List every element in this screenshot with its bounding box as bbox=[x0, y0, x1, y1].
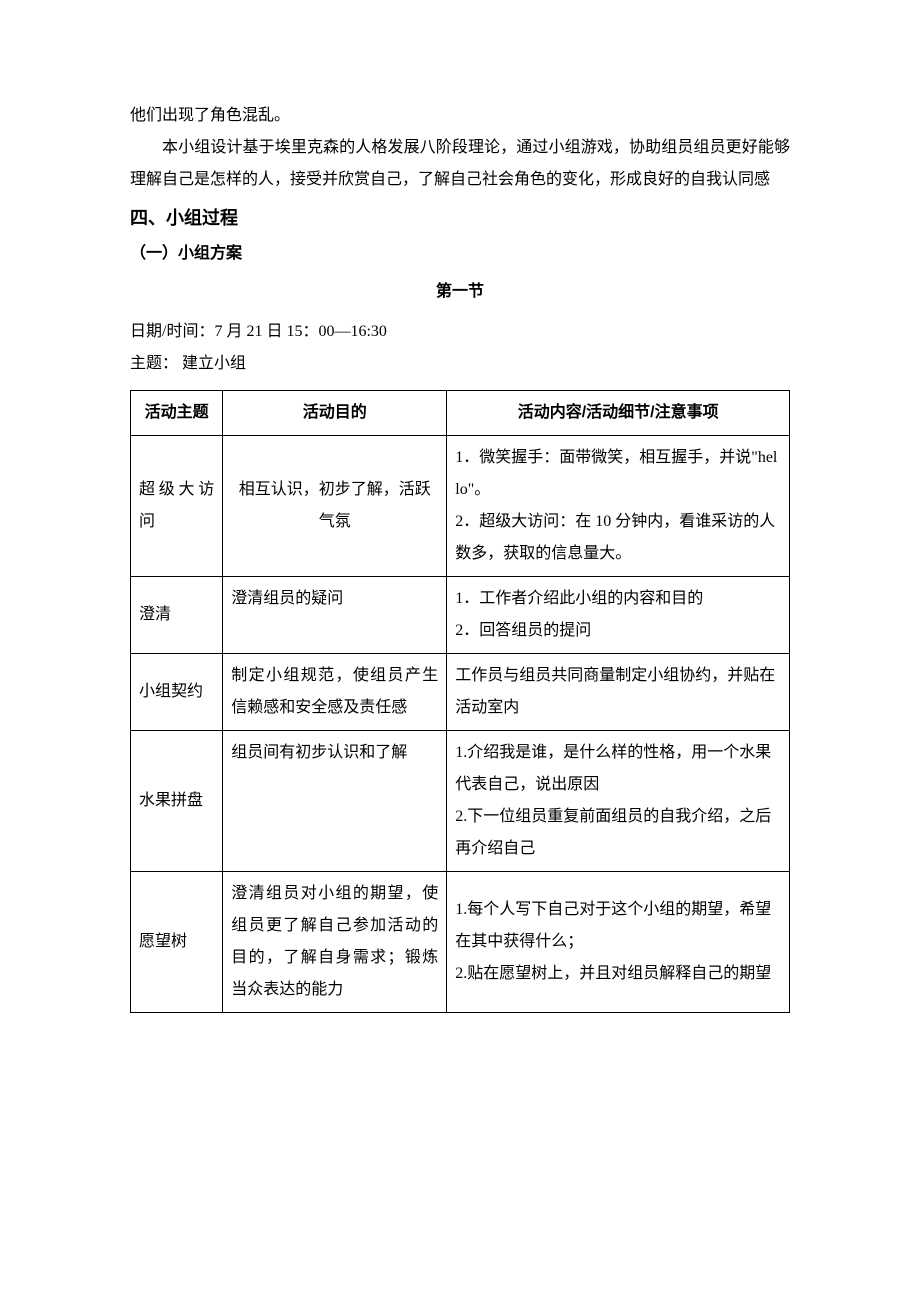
session-label: 第一节 bbox=[130, 276, 790, 308]
col-header-content: 活动内容/活动细节/注意事项 bbox=[447, 391, 790, 436]
cell-content: 1.每个人写下自己对于这个小组的期望，希望在其中获得什么；2.贴在愿望树上，并且… bbox=[447, 872, 790, 1013]
cell-purpose: 澄清组员的疑问 bbox=[223, 577, 447, 654]
table-body: 超级大访问相互认识，初步了解，活跃气氛1．微笑握手：面带微笑，相互握手，并说"h… bbox=[131, 436, 790, 1013]
cell-content: 1.介绍我是谁，是什么样的性格，用一个水果代表自己，说出原因2.下一位组员重复前… bbox=[447, 731, 790, 872]
session-datetime: 日期/时间：7 月 21 日 15：00—16:30 bbox=[130, 316, 790, 348]
cell-topic: 水果拼盘 bbox=[131, 731, 223, 872]
cell-content: 1．微笑握手：面带微笑，相互握手，并说"hello"。2．超级大访问：在 10 … bbox=[447, 436, 790, 577]
table-header-row: 活动主题 活动目的 活动内容/活动细节/注意事项 bbox=[131, 391, 790, 436]
col-header-topic: 活动主题 bbox=[131, 391, 223, 436]
table-row: 水果拼盘组员间有初步认识和了解1.介绍我是谁，是什么样的性格，用一个水果代表自己… bbox=[131, 731, 790, 872]
session-theme: 主题： 建立小组 bbox=[130, 348, 790, 380]
table-row: 愿望树澄清组员对小组的期望，使组员更了解自己参加活动的目的，了解自身需求；锻炼当… bbox=[131, 872, 790, 1013]
col-header-purpose: 活动目的 bbox=[223, 391, 447, 436]
cell-topic: 愿望树 bbox=[131, 872, 223, 1013]
paragraph-theory: 本小组设计基于埃里克森的人格发展八阶段理论，通过小组游戏，协助组员组员更好能够理… bbox=[130, 132, 790, 196]
cell-content: 工作员与组员共同商量制定小组协约，并贴在活动室内 bbox=[447, 654, 790, 731]
cell-topic: 澄清 bbox=[131, 577, 223, 654]
table-row: 超级大访问相互认识，初步了解，活跃气氛1．微笑握手：面带微笑，相互握手，并说"h… bbox=[131, 436, 790, 577]
cell-content: 1．工作者介绍此小组的内容和目的2．回答组员的提问 bbox=[447, 577, 790, 654]
cell-topic: 超级大访问 bbox=[131, 436, 223, 577]
paragraph-continuation: 他们出现了角色混乱。 bbox=[130, 100, 790, 132]
table-row: 小组契约制定小组规范，使组员产生信赖感和安全感及责任感工作员与组员共同商量制定小… bbox=[131, 654, 790, 731]
cell-purpose: 相互认识，初步了解，活跃气氛 bbox=[223, 436, 447, 577]
heading-section-4: 四、小组过程 bbox=[130, 200, 790, 236]
document-page: 他们出现了角色混乱。 本小组设计基于埃里克森的人格发展八阶段理论，通过小组游戏，… bbox=[0, 0, 920, 1302]
cell-purpose: 制定小组规范，使组员产生信赖感和安全感及责任感 bbox=[223, 654, 447, 731]
cell-topic: 小组契约 bbox=[131, 654, 223, 731]
cell-purpose: 组员间有初步认识和了解 bbox=[223, 731, 447, 872]
heading-subsection-1: （一）小组方案 bbox=[130, 238, 790, 270]
table-row: 澄清澄清组员的疑问1．工作者介绍此小组的内容和目的2．回答组员的提问 bbox=[131, 577, 790, 654]
activity-table: 活动主题 活动目的 活动内容/活动细节/注意事项 超级大访问相互认识，初步了解，… bbox=[130, 390, 790, 1013]
cell-purpose: 澄清组员对小组的期望，使组员更了解自己参加活动的目的，了解自身需求；锻炼当众表达… bbox=[223, 872, 447, 1013]
